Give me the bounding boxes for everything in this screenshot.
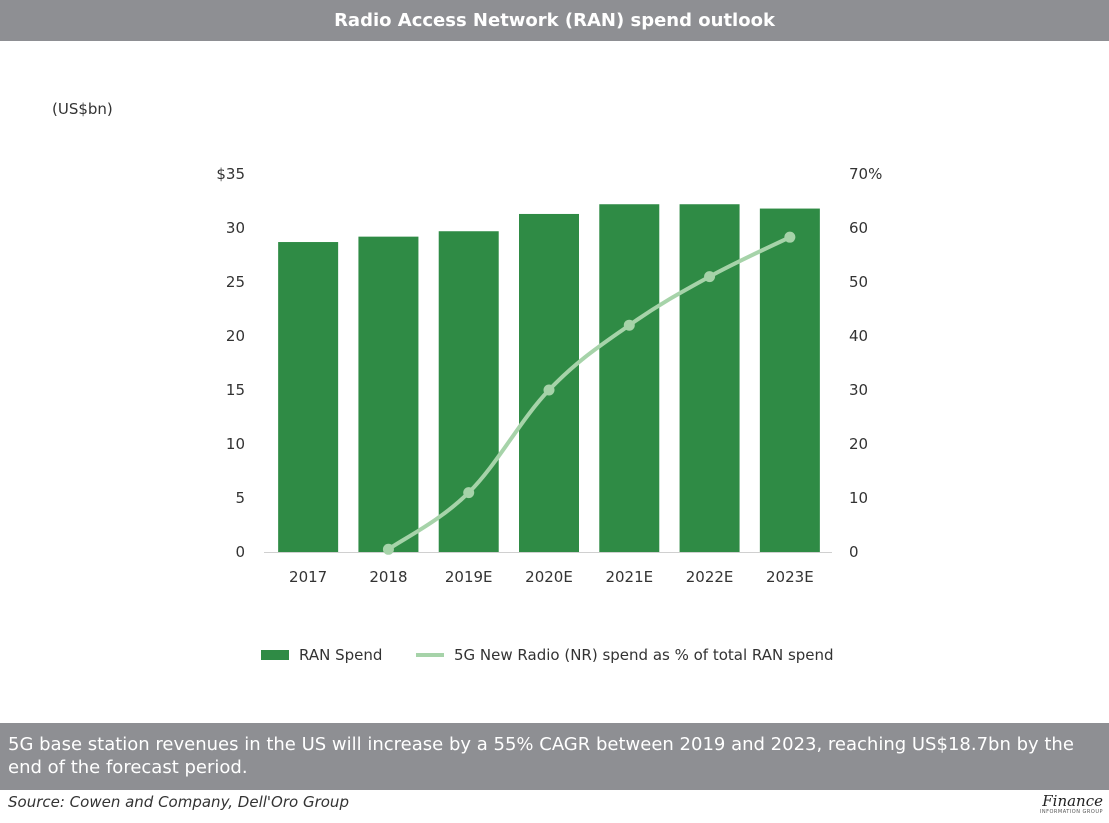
legend-item-ran-spend: RAN Spend bbox=[261, 646, 382, 664]
chart-canvas: 0 5 10 15 20 25 30 $35 0 10 20 30 40 50 60 70% 2017 2018 2… bbox=[216, 165, 882, 586]
5g-nr-share-point bbox=[543, 384, 555, 396]
left-axis-tick-label: 20 bbox=[226, 327, 245, 345]
left-axis-tick-label: 5 bbox=[235, 489, 245, 507]
right-axis-tick-label: 60 bbox=[849, 219, 868, 237]
right-axis-tick-label: 10 bbox=[849, 489, 868, 507]
ran-spend-bar bbox=[438, 231, 499, 553]
right-axis-tick-label: 50 bbox=[849, 273, 868, 291]
chart-title: Radio Access Network (RAN) spend outlook bbox=[334, 10, 775, 31]
x-axis-tick-label: 2019E bbox=[445, 568, 493, 586]
legend-label-ran-spend: RAN Spend bbox=[299, 646, 383, 664]
5g-nr-share-point bbox=[463, 487, 475, 499]
legend: RAN Spend 5G New Radio (NR) spend as % o… bbox=[0, 646, 1109, 668]
ran-spend-bar bbox=[679, 204, 740, 553]
x-axis-tick-label: 2023E bbox=[766, 568, 814, 586]
left-axis-tick-label: 10 bbox=[226, 435, 245, 453]
left-axis-tick-label: 15 bbox=[226, 381, 245, 399]
right-axis-tick-label: 30 bbox=[849, 381, 868, 399]
right-axis-tick-label: 40 bbox=[849, 327, 868, 345]
5g-nr-share-point bbox=[784, 231, 796, 243]
caption-text: 5G base station revenues in the US will … bbox=[8, 734, 1074, 778]
caption-box: 5G base station revenues in the US will … bbox=[0, 723, 1109, 790]
ran-spend-bar bbox=[519, 213, 579, 552]
x-axis-tick-label: 2020E bbox=[525, 568, 573, 586]
ran-spend-bar bbox=[759, 208, 820, 552]
right-axis-tick-label: 20 bbox=[849, 435, 868, 453]
x-axis-tick-label: 2022E bbox=[686, 568, 734, 586]
x-axis-tick-label: 2017 bbox=[289, 568, 327, 586]
5g-nr-share-point bbox=[623, 319, 635, 331]
finance-logo: Finance INFORMATION GROUP bbox=[1039, 794, 1103, 818]
ran-spend-bar bbox=[599, 204, 660, 553]
left-axis-tick-label: 0 bbox=[235, 543, 245, 561]
source-note: Source: Cowen and Company, Dell'Oro Grou… bbox=[8, 793, 349, 811]
left-axis-tick-label: 25 bbox=[226, 273, 245, 291]
ran-spend-bar bbox=[278, 242, 339, 553]
right-axis-tick-label: 70% bbox=[849, 165, 882, 183]
unit-label: (US$bn) bbox=[52, 100, 113, 118]
logo-main-text: Finance bbox=[1042, 792, 1103, 810]
legend-swatch-line bbox=[416, 653, 444, 657]
left-axis-tick-label: $35 bbox=[216, 165, 245, 183]
chart-title-bar: Radio Access Network (RAN) spend outlook bbox=[0, 0, 1109, 41]
legend-item-5g-nr-share: 5G New Radio (NR) spend as % of total RA… bbox=[416, 646, 834, 664]
ran-spend-bar bbox=[358, 236, 419, 552]
logo-sub-text: INFORMATION GROUP bbox=[1039, 809, 1103, 815]
5g-nr-share-point bbox=[382, 543, 394, 555]
legend-label-5g-nr-share: 5G New Radio (NR) spend as % of total RA… bbox=[454, 646, 834, 664]
legend-swatch-bar bbox=[261, 650, 289, 660]
x-axis-tick-label: 2021E bbox=[605, 568, 653, 586]
5g-nr-share-point bbox=[704, 271, 716, 283]
x-axis-tick-label: 2018 bbox=[369, 568, 407, 586]
right-axis-tick-label: 0 bbox=[849, 543, 859, 561]
left-axis-tick-label: 30 bbox=[226, 219, 245, 237]
